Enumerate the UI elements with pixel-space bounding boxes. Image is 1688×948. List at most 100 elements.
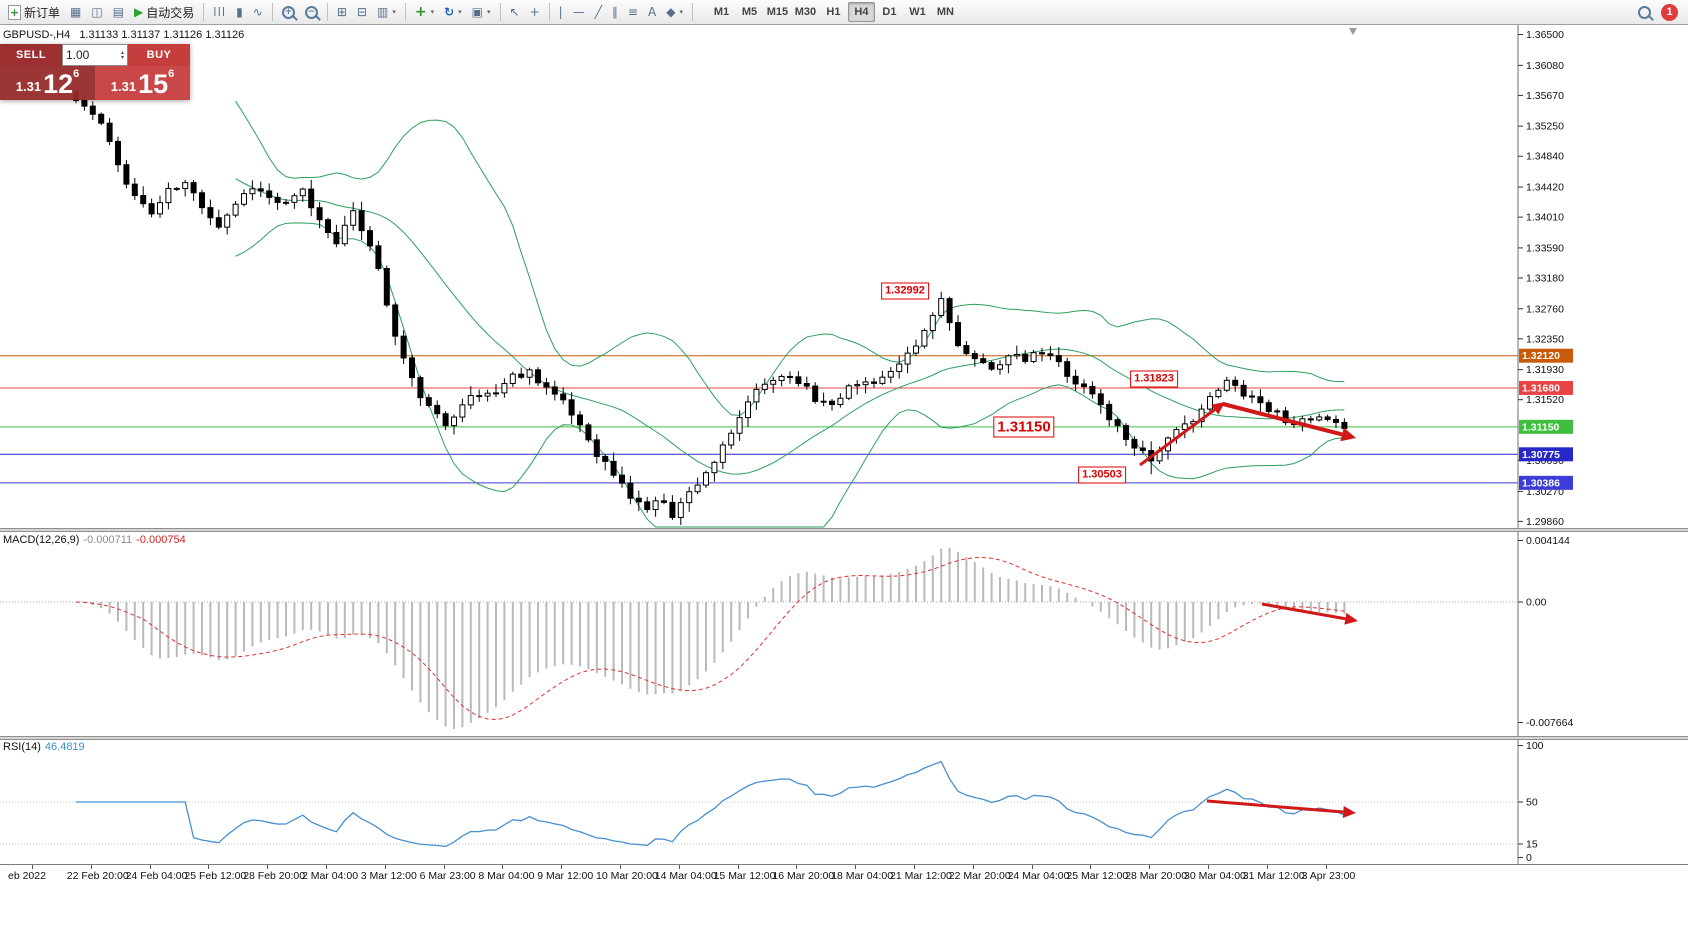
rsi-scale[interactable] xyxy=(1519,740,1688,864)
horizontal-line-icon: — xyxy=(572,5,585,19)
buy-button[interactable]: BUY xyxy=(128,44,190,66)
zoom-out-button[interactable]: − xyxy=(301,2,322,23)
macd-scale-label: 0.004144 xyxy=(1526,535,1570,547)
timeframe-mn-button[interactable]: MN xyxy=(932,2,959,22)
macd-signal-line xyxy=(75,556,1345,721)
terminal-button[interactable]: ▤ xyxy=(109,2,128,23)
time-tick xyxy=(737,865,739,869)
arrange-windows-button[interactable]: ⊟ xyxy=(353,2,371,23)
timeframe-m15-button[interactable]: M15 xyxy=(764,2,791,22)
chart-symbol-ohlc: GBPUSD-,H4 1.31133 1.31137 1.31126 1.311… xyxy=(3,29,244,41)
bollinger-band xyxy=(235,100,1345,416)
chart-properties-button[interactable]: ▣ ▾ xyxy=(468,2,495,23)
crosshair-button[interactable]: + xyxy=(526,2,544,23)
new-chart-button[interactable]: + ▾ xyxy=(411,2,438,23)
volume-input[interactable]: 1.00 ▴ ▾ xyxy=(62,44,128,66)
trend-arrow[interactable] xyxy=(1261,602,1358,625)
buy-price-button[interactable]: 1.31 15 6 xyxy=(95,66,190,100)
vertical-line-button[interactable]: | xyxy=(555,2,567,23)
spinner-up-icon[interactable]: ▴ xyxy=(120,49,124,56)
timeframe-h1-button[interactable]: H1 xyxy=(820,2,847,22)
timeframe-h4-button[interactable]: H4 xyxy=(847,2,875,22)
macd-scale-label: 0.00 xyxy=(1526,597,1547,609)
trend-arrow[interactable] xyxy=(1139,402,1225,467)
market-watch-button[interactable]: ▦ xyxy=(66,2,85,23)
volume-spinner[interactable]: ▴ ▾ xyxy=(120,49,124,61)
time-label: 28 Mar 20:00 xyxy=(1125,870,1188,882)
timeframe-m5-button[interactable]: M5 xyxy=(736,2,763,22)
time-tick xyxy=(914,865,915,869)
trendline-button[interactable]: ╱ xyxy=(591,2,606,23)
timeframe-m30-button[interactable]: M30 xyxy=(792,2,819,22)
time-tick xyxy=(443,865,445,869)
time-label: 10 Mar 20:00 xyxy=(596,870,658,882)
price-tick-label: 1.31930 xyxy=(1526,364,1564,376)
search-icon[interactable] xyxy=(1638,5,1651,19)
arrows-button[interactable]: ◆ ▾ xyxy=(662,2,687,23)
time-label: 30 Mar 04:00 xyxy=(1184,870,1246,882)
auto-trading-button-label: 自动交易 xyxy=(146,5,195,20)
price-chart-pane[interactable]: 1.36500 1.36080 1.35670 1.35250 1.34840 1.344… xyxy=(0,25,1688,528)
sell-price-button[interactable]: 1.31 12 6 xyxy=(0,66,95,100)
refresh-icon: ↻ xyxy=(444,5,455,19)
price-annotation[interactable]: 1.32992 xyxy=(881,282,929,300)
chart-ohlc-values: 1.31133 1.31137 1.31126 1.31126 xyxy=(79,29,245,41)
time-label: 14 Mar 04:00 xyxy=(654,870,717,882)
horizontal-line-button[interactable]: — xyxy=(569,2,589,23)
auto-trading-button[interactable]: ▶ 自动交易 xyxy=(130,2,198,23)
main-toolbar: + 新订单 ▦ ◫ ▤ ▶ 自动交易 ||| ▮ ∿ + − ⊞ ⊟ ▥ ▾ + ▾ ↻ ▾ ▣ ▾ ↖ + | — ╱ ∥ ≡ A ◆ ▾ M… xyxy=(0,0,1688,25)
channel-button[interactable]: ∥ xyxy=(608,2,622,23)
line-chart-button[interactable]: ∿ xyxy=(249,2,267,23)
zoom-in-icon: + xyxy=(281,5,295,19)
sell-button[interactable]: SELL xyxy=(0,44,62,66)
sell-price-prefix: 1.31 xyxy=(15,79,42,94)
pane-divider[interactable] xyxy=(0,528,1688,532)
time-label: 3 Mar 12:00 xyxy=(360,870,417,882)
shift-marker-icon xyxy=(1349,28,1357,35)
time-tick xyxy=(208,865,210,869)
macd-scale[interactable] xyxy=(1519,532,1688,736)
price-annotation[interactable]: 1.30503 xyxy=(1078,466,1126,484)
time-label: 8 Mar 04:00 xyxy=(478,870,535,882)
cursor-button[interactable]: ↖ xyxy=(506,2,524,23)
timeframe-w1-button[interactable]: W1 xyxy=(904,2,931,22)
navigator-button[interactable]: ◫ xyxy=(87,2,106,23)
time-tick xyxy=(1090,865,1092,869)
time-label: 24 Feb 04:00 xyxy=(125,870,188,882)
bar-chart-button[interactable]: ||| xyxy=(209,2,230,23)
candles xyxy=(73,89,1348,525)
new-order-button[interactable]: + 新订单 xyxy=(4,2,64,23)
navigator-icon: ◫ xyxy=(91,5,103,19)
time-label: eb 2022 xyxy=(8,870,46,882)
price-annotation[interactable]: 1.31823 xyxy=(1130,370,1178,388)
macd-indicator-label: MACD(12,26,9) -0.000711 -0.000754 xyxy=(3,534,186,546)
time-axis[interactable]: eb 2022 22 Feb 20:00 24 Feb 04:00 25 Feb 12… xyxy=(0,864,1688,948)
refresh-button[interactable]: ↻ ▾ xyxy=(440,2,466,23)
price-tick-label: 1.33180 xyxy=(1526,272,1564,284)
price-tag xyxy=(1519,380,1573,395)
zoom-in-button[interactable]: + xyxy=(278,2,299,23)
text-button[interactable]: A xyxy=(644,2,660,23)
timeframe-m1-button[interactable]: M1 xyxy=(708,2,735,22)
macd-histogram xyxy=(83,547,1346,729)
trend-arrow[interactable] xyxy=(1222,402,1356,442)
pane-divider[interactable] xyxy=(0,736,1688,740)
price-annotation[interactable]: 1.31150 xyxy=(993,416,1055,438)
price-scale[interactable] xyxy=(1519,25,1688,528)
notification-badge[interactable]: 1 xyxy=(1661,3,1678,21)
tile-windows-button[interactable]: ⊞ xyxy=(333,2,351,23)
price-tick-label: 1.34010 xyxy=(1526,212,1564,224)
new-chart-icon: + xyxy=(414,4,427,20)
candlestick-chart-button[interactable]: ▮ xyxy=(232,2,247,23)
fibonacci-button[interactable]: ≡ xyxy=(624,2,642,23)
timeframe-d1-button[interactable]: D1 xyxy=(876,2,903,22)
trend-arrow[interactable] xyxy=(1206,799,1356,818)
spinner-down-icon[interactable]: ▾ xyxy=(120,54,124,61)
templates-button[interactable]: ▥ ▾ xyxy=(373,2,400,23)
price-tick-label: 1.32350 xyxy=(1526,333,1564,345)
macd-pane[interactable]: 0.004144 0.00 -0.007664 xyxy=(0,532,1688,736)
auto-trading-play-icon: ▶ xyxy=(134,5,144,19)
vertical-line-icon: | xyxy=(558,5,563,19)
rsi-pane[interactable]: 100 50 150 xyxy=(0,740,1688,864)
rsi-scale-label: 15 xyxy=(1526,839,1538,851)
